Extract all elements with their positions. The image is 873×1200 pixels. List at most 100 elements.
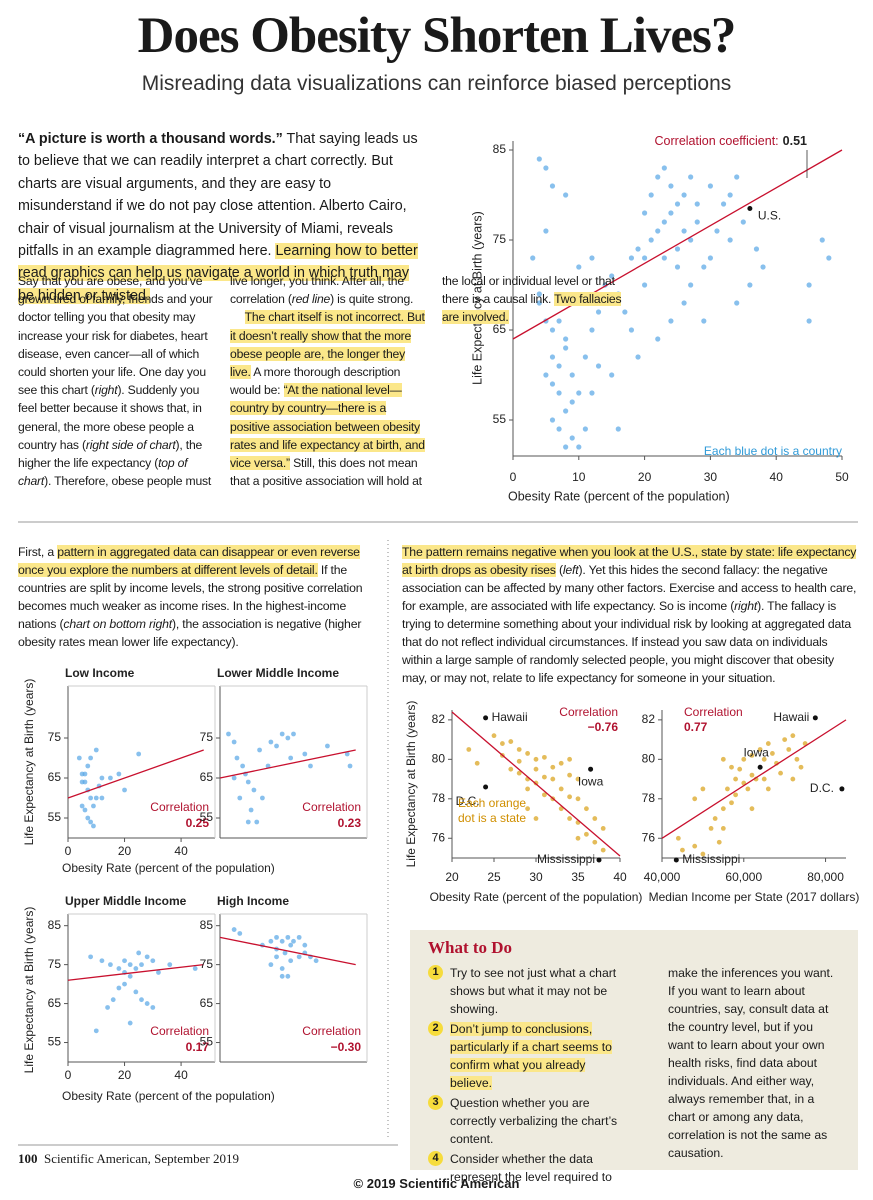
- data-point: [150, 1005, 156, 1010]
- x-tick-label: 30: [704, 470, 718, 484]
- data-point: [296, 934, 302, 940]
- title: Does Obesity Shorten Lives?: [137, 8, 737, 64]
- data-point: [91, 803, 96, 809]
- data-point: [133, 966, 139, 971]
- data-point: [582, 426, 588, 432]
- x-axis-label: Obesity Rate (percent of the population): [62, 861, 275, 875]
- x-tick-label: 40: [770, 470, 784, 484]
- data-point: [556, 390, 562, 396]
- data-point: [274, 934, 279, 940]
- text-run: pattern in aggregated data can disappear…: [18, 545, 360, 577]
- data-point: [302, 751, 308, 757]
- x-tick-label: 0: [65, 844, 72, 858]
- data-point: [770, 751, 775, 756]
- data-point: [589, 255, 595, 261]
- y-tick-label: 78: [432, 791, 446, 805]
- data-point: [76, 755, 82, 761]
- data-point: [576, 264, 582, 270]
- data-point: [642, 255, 648, 261]
- data-point: [765, 786, 771, 792]
- data-point: [642, 210, 648, 216]
- data-point: [79, 803, 85, 809]
- data-point: [622, 309, 628, 315]
- data-point: [108, 962, 113, 968]
- trend-line: [661, 719, 847, 839]
- correlation-label: Correlation: [302, 800, 361, 814]
- y-tick-label: 65: [48, 770, 62, 784]
- y-tick-label: 65: [200, 996, 214, 1010]
- data-point: [798, 764, 804, 770]
- data-point: [819, 237, 825, 243]
- data-point: [661, 165, 667, 171]
- data-point: [93, 795, 99, 801]
- correlation-value: 0.17: [186, 1040, 210, 1054]
- data-point: [308, 763, 313, 769]
- text-run: left: [562, 563, 579, 577]
- x-tick-label: 20: [638, 470, 652, 484]
- data-point: [144, 1001, 150, 1006]
- data-point: [668, 210, 674, 216]
- data-point: [648, 237, 654, 243]
- highlight-point: [483, 784, 489, 790]
- y-tick-label: 75: [48, 730, 62, 744]
- y-tick-label: 85: [48, 918, 62, 932]
- data-point: [558, 786, 564, 792]
- data-point: [563, 192, 569, 198]
- data-point: [133, 989, 139, 995]
- data-point: [285, 735, 291, 741]
- text-run: red line: [291, 292, 331, 307]
- data-point: [628, 255, 635, 261]
- data-point: [156, 970, 161, 975]
- data-point: [302, 942, 308, 948]
- data-point: [268, 938, 274, 944]
- data-point: [592, 816, 598, 821]
- text-run: ), the association is negative (higher o…: [18, 617, 362, 649]
- data-point: [694, 201, 700, 207]
- data-point: [757, 747, 763, 752]
- data-point: [701, 264, 707, 270]
- data-point: [761, 756, 767, 762]
- data-point: [674, 264, 681, 270]
- data-point: [729, 800, 734, 806]
- x-tick-label: 80,000: [807, 870, 844, 884]
- correlation-value: 0.23: [338, 816, 362, 830]
- text-run: If the countries are split by income lev…: [18, 563, 363, 631]
- data-point: [674, 201, 681, 207]
- paragraph: The chart itself is not incorrect. But i…: [230, 272, 638, 508]
- data-point: [688, 237, 694, 243]
- highlight-label: D.C.: [456, 794, 480, 808]
- data-point: [288, 942, 294, 948]
- data-point: [655, 336, 661, 342]
- data-point: [720, 756, 726, 762]
- highlight-label: Mississippi: [537, 852, 595, 866]
- data-point: [85, 763, 91, 769]
- y-tick-label: 75: [493, 232, 507, 246]
- data-point: [556, 318, 562, 324]
- data-point: [592, 839, 598, 845]
- x-tick-label: 10: [572, 470, 586, 484]
- data-point: [93, 1028, 99, 1034]
- x-axis-label: Median Income per State (2017 dollars): [649, 890, 860, 904]
- data-point: [556, 426, 562, 432]
- data-point: [79, 779, 85, 785]
- data-point: [753, 246, 760, 252]
- highlight-label: Iowa: [743, 745, 769, 759]
- data-point: [600, 847, 606, 853]
- y-tick-label: 55: [200, 810, 214, 824]
- x-tick-label: 60,000: [725, 870, 762, 884]
- y-tick-label: 55: [493, 412, 507, 426]
- highlight-label: D.C.: [810, 781, 834, 795]
- data-point: [82, 807, 88, 813]
- tip-number: 4: [428, 1151, 443, 1166]
- trend-line: [67, 963, 204, 981]
- data-point: [760, 264, 766, 270]
- data-point: [282, 950, 288, 956]
- data-point: [749, 752, 755, 758]
- x-axis-label: Obesity Rate (percent of the population): [508, 489, 730, 503]
- highlight-label: Hawaii: [773, 710, 809, 724]
- x-tick-label: 0: [510, 470, 517, 484]
- data-point: [99, 775, 105, 781]
- body-text: Say that you are obese, and you’ve grown…: [18, 272, 622, 508]
- data-point: [234, 755, 240, 761]
- data-point: [615, 426, 621, 432]
